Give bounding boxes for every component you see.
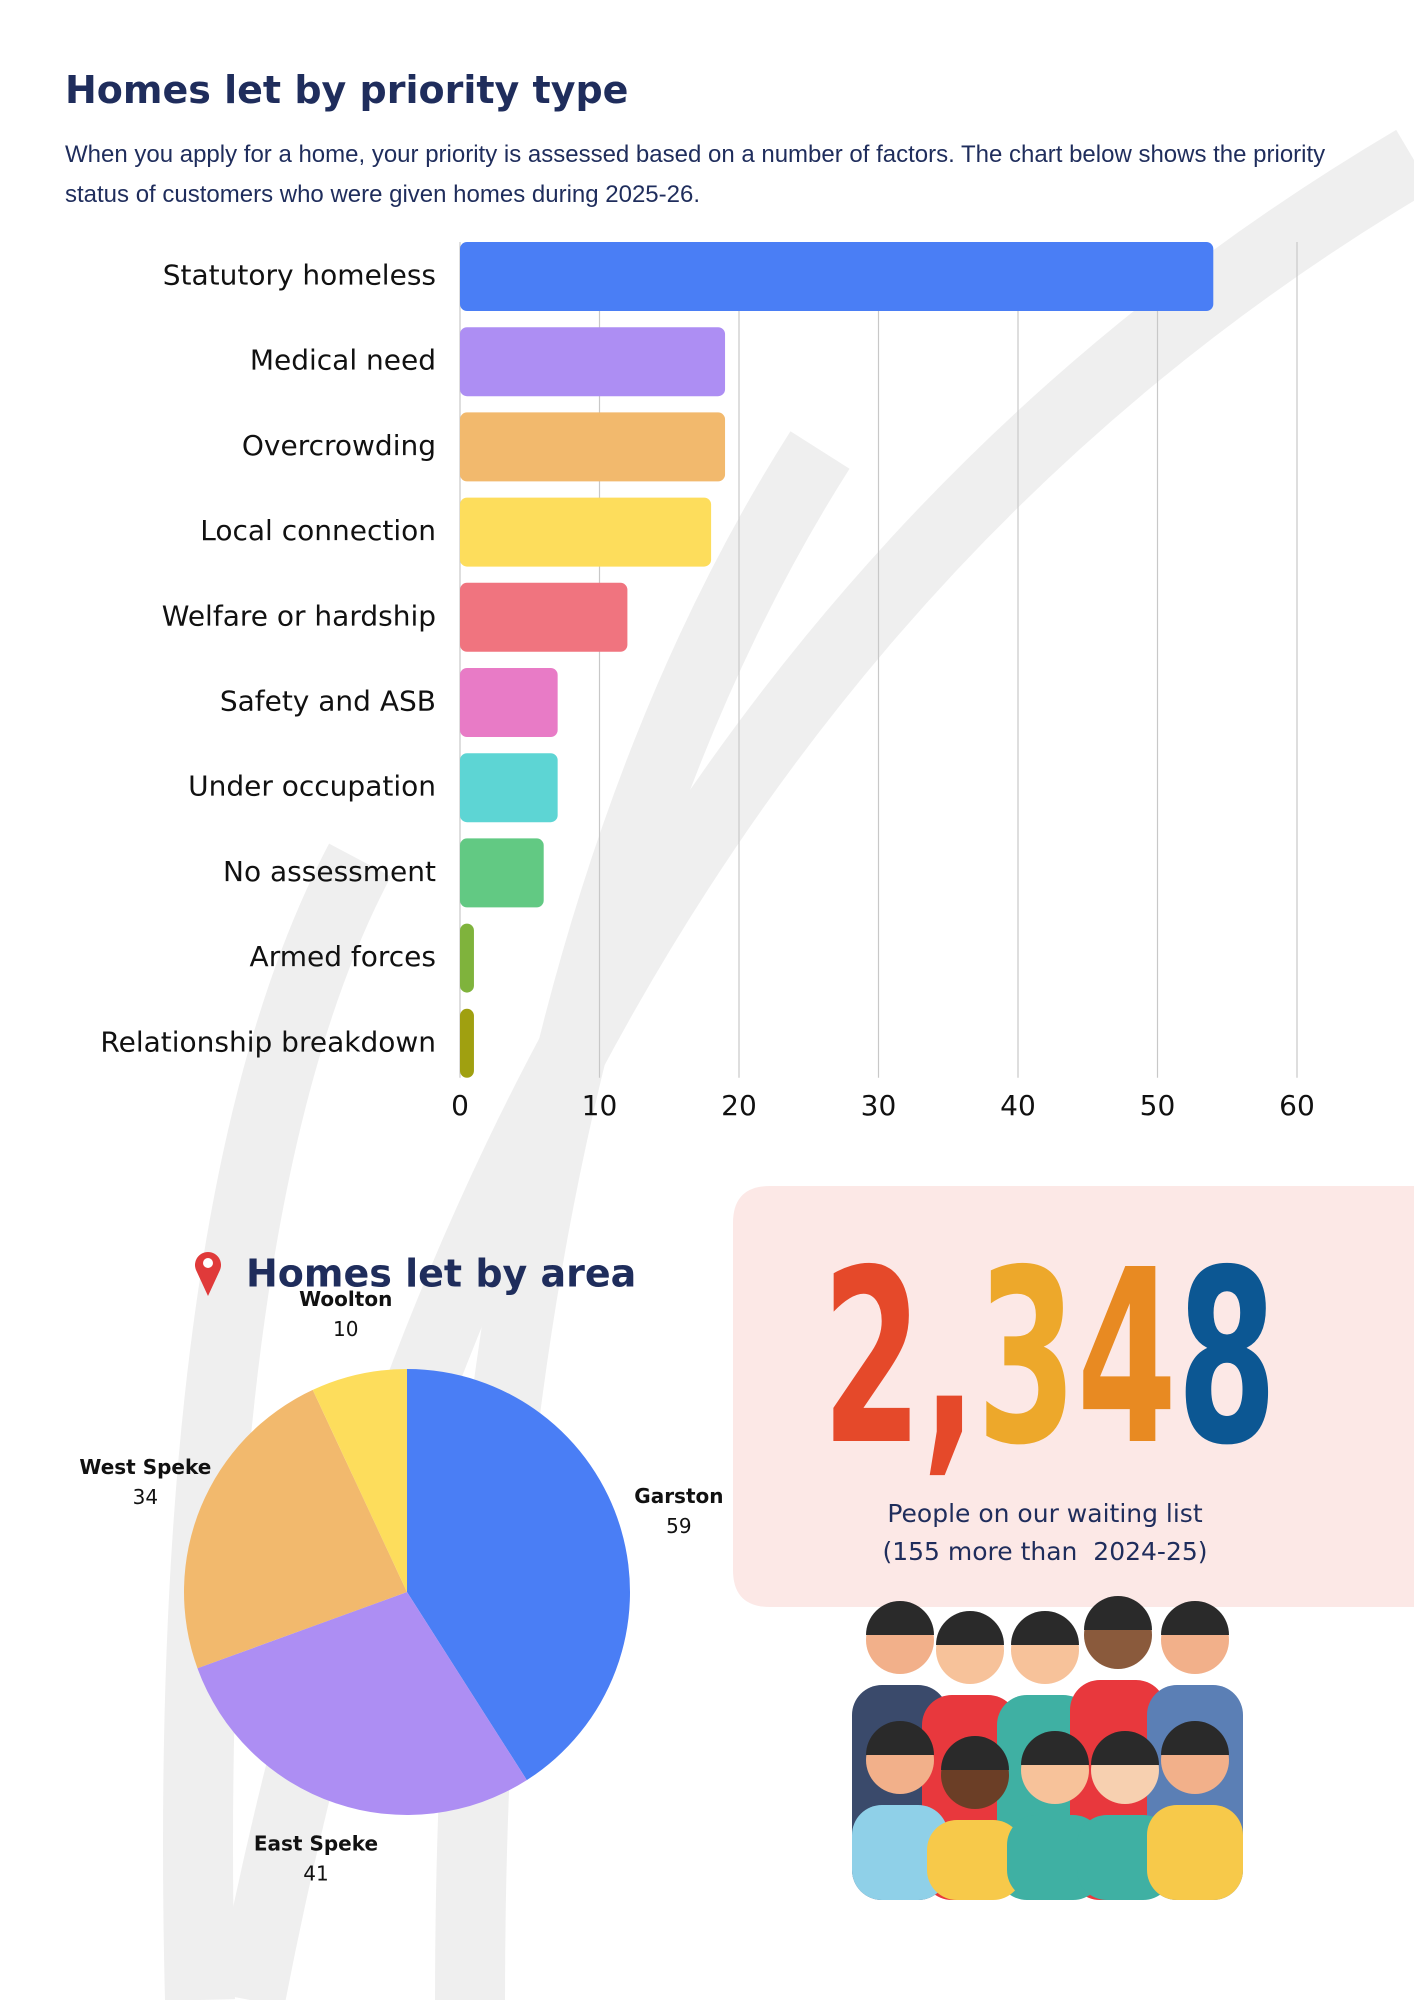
person-hair xyxy=(866,1601,934,1635)
y-tick-label: Relationship breakdown xyxy=(100,1025,436,1058)
y-tick-label: Safety and ASB xyxy=(220,685,436,718)
person-body xyxy=(927,1820,1023,1900)
slice-label: West Speke xyxy=(79,1455,211,1479)
x-tick-label: 0 xyxy=(451,1089,469,1122)
pie-slice xyxy=(407,1369,630,1781)
person-body xyxy=(1147,1805,1243,1900)
arc xyxy=(163,843,391,2000)
pie-slice xyxy=(183,1389,407,1669)
intro-text: When you apply for a home, your priority… xyxy=(65,141,1326,208)
x-tick-label: 30 xyxy=(861,1089,897,1122)
stat-digit: , xyxy=(922,1218,977,1498)
slice-label: Garston xyxy=(634,1484,723,1508)
pin-dot xyxy=(203,1258,213,1268)
slice-label: East Speke xyxy=(254,1832,378,1856)
chart-title: Homes let by area xyxy=(246,1252,636,1296)
y-tick-label: Welfare or hardship xyxy=(162,599,436,632)
slice-value: 41 xyxy=(303,1862,328,1886)
pie-slice xyxy=(197,1592,527,1816)
chart-title: Homes let by priority type xyxy=(65,68,629,112)
stat-digit: 2 xyxy=(822,1218,922,1498)
pie-slice xyxy=(312,1369,407,1592)
bar xyxy=(460,838,544,908)
slice-label: Woolton xyxy=(299,1287,392,1311)
stat-digit: 8 xyxy=(1177,1218,1277,1498)
y-tick-label: Local connection xyxy=(200,514,436,547)
person-hair xyxy=(866,1721,934,1755)
stat-panel xyxy=(733,1186,1414,1607)
slice-value: 59 xyxy=(666,1514,691,1538)
stat-caption: (155 more than 2024-25) xyxy=(882,1537,1207,1566)
person-hair xyxy=(1084,1596,1152,1630)
bar xyxy=(460,327,726,397)
person-hair xyxy=(1091,1731,1159,1765)
x-tick-label: 10 xyxy=(582,1089,618,1122)
y-tick-label: Medical need xyxy=(250,344,436,377)
person-body xyxy=(852,1805,948,1900)
pin xyxy=(195,1252,221,1296)
y-tick-label: Under occupation xyxy=(188,770,436,803)
pin-icon xyxy=(195,1252,221,1296)
stat-number: 2,348 xyxy=(822,1218,1277,1498)
person-hair xyxy=(936,1611,1004,1645)
stat-digit: 4 xyxy=(1077,1218,1177,1498)
x-tick-label: 20 xyxy=(721,1089,757,1122)
person-hair xyxy=(941,1736,1009,1770)
person-hair xyxy=(1161,1601,1229,1635)
person-hair xyxy=(1161,1721,1229,1755)
x-tick-label: 50 xyxy=(1140,1089,1176,1122)
bar xyxy=(460,753,558,823)
bar xyxy=(460,412,726,482)
bar xyxy=(460,1008,474,1078)
y-tick-label: Overcrowding xyxy=(242,429,436,462)
bar xyxy=(460,668,558,737)
x-tick-label: 40 xyxy=(1000,1089,1036,1122)
person-hair xyxy=(1021,1731,1089,1765)
bar xyxy=(460,923,474,993)
slice-value: 10 xyxy=(333,1317,358,1341)
stat-caption: People on our waiting list xyxy=(887,1499,1202,1528)
person-hair xyxy=(1011,1611,1079,1645)
bar xyxy=(460,242,1214,311)
y-tick-label: Armed forces xyxy=(250,940,436,973)
bar xyxy=(460,497,712,567)
y-tick-label: Statutory homeless xyxy=(163,259,436,292)
x-tick-label: 60 xyxy=(1279,1089,1315,1122)
stat-digit: 3 xyxy=(977,1218,1077,1498)
people-illustration xyxy=(852,1596,1243,1900)
y-tick-label: No assessment xyxy=(223,855,436,888)
slice-value: 34 xyxy=(133,1485,158,1509)
bar xyxy=(460,582,628,652)
